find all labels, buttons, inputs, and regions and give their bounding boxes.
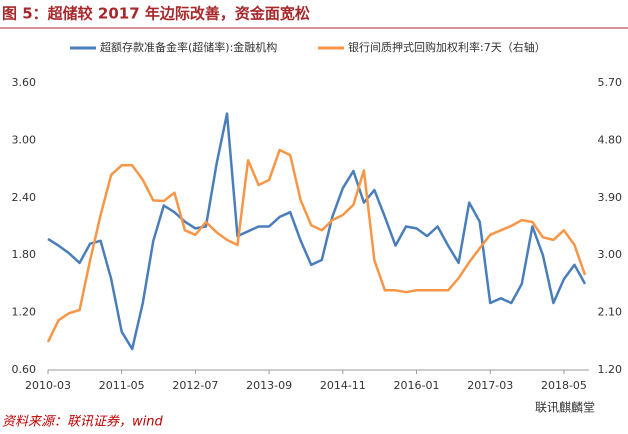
y-tick-label: 0.60 (12, 363, 37, 376)
watermark: 联讯麒麟堂 (535, 400, 595, 415)
source: 资料来源：联讯证券，wind (2, 415, 163, 430)
y2-tick-label: 5.70 (598, 76, 623, 89)
chart-title: 图 5：超储较 2017 年边际改善，资金面宽松 (2, 5, 310, 23)
y-tick-label: 1.80 (12, 248, 37, 261)
y-tick-label: 2.40 (12, 191, 37, 204)
y-tick-label: 3.00 (12, 133, 37, 146)
y2-tick-label: 1.20 (598, 363, 623, 376)
legend-label: 银行间质押式回购加权利率:7天（右轴） (348, 40, 546, 54)
legend-label: 超额存款准备金率(超储率):金融机构 (100, 40, 277, 54)
x-tick-label: 2011-05 (99, 379, 145, 392)
y-tick-label: 3.60 (12, 76, 37, 89)
x-tick-label: 2012-07 (172, 379, 218, 392)
y2-tick-label: 2.10 (598, 306, 623, 319)
x-tick-label: 2013-09 (246, 379, 292, 392)
y-tick-label: 1.20 (12, 306, 37, 319)
x-tick-label: 2016-01 (394, 379, 440, 392)
series-line (47, 112, 587, 351)
y2-tick-label: 4.80 (598, 133, 623, 146)
x-tick-label: 2017-03 (467, 379, 513, 392)
x-tick-label: 2018-05 (541, 379, 587, 392)
y2-tick-label: 3.00 (598, 248, 623, 261)
y2-tick-label: 3.90 (598, 191, 623, 204)
x-tick-label: 2014-11 (320, 379, 366, 392)
x-tick-label: 2010-03 (25, 379, 71, 392)
series-line (46, 148, 587, 343)
